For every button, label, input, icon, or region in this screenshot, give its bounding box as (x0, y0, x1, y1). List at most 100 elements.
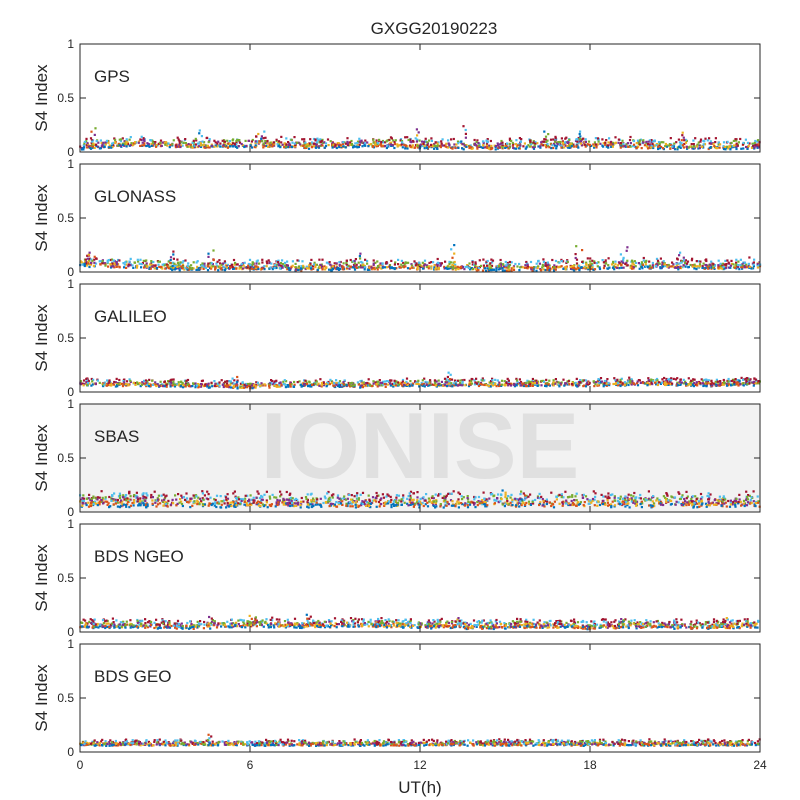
data-point (178, 139, 181, 143)
data-point (211, 263, 214, 266)
data-point (729, 148, 732, 151)
data-point (363, 384, 366, 387)
data-point (328, 261, 331, 264)
data-point (105, 139, 108, 142)
data-point (555, 495, 558, 498)
data-point (236, 386, 239, 389)
data-point (411, 384, 414, 387)
data-point (194, 384, 197, 387)
data-point (144, 379, 148, 382)
data-point (206, 144, 209, 147)
data-point (246, 382, 250, 386)
data-point (685, 504, 688, 507)
data-point (629, 266, 632, 269)
data-point (440, 140, 443, 143)
data-point (754, 143, 757, 146)
data-point (375, 383, 378, 386)
data-point (339, 260, 342, 264)
data-point (318, 141, 321, 144)
data-point (599, 142, 602, 145)
data-point (504, 146, 507, 149)
data-point (382, 380, 385, 383)
data-point (265, 265, 268, 268)
data-point (608, 384, 611, 387)
data-point (93, 258, 96, 261)
data-point (464, 265, 467, 269)
data-point (602, 261, 605, 264)
data-point (204, 146, 207, 149)
data-point (392, 383, 395, 386)
data-point (542, 260, 545, 263)
data-point (473, 138, 476, 142)
data-point (498, 146, 501, 149)
data-point (202, 265, 205, 268)
data-point (727, 147, 730, 150)
data-point (667, 382, 670, 385)
data-point (315, 383, 318, 386)
data-point (453, 244, 456, 247)
data-point (161, 499, 164, 502)
data-point (262, 146, 265, 149)
data-point (226, 146, 229, 149)
data-point (222, 143, 225, 146)
data-point (581, 380, 584, 383)
data-point (319, 497, 322, 500)
data-point (680, 261, 683, 264)
data-point (197, 386, 200, 389)
data-point (481, 383, 484, 386)
data-point (166, 144, 169, 147)
data-point (127, 265, 130, 268)
data-point (414, 380, 417, 383)
data-point (699, 138, 703, 141)
data-point (557, 381, 560, 384)
data-point (508, 265, 511, 268)
data-point (484, 269, 488, 272)
data-point (372, 380, 375, 383)
data-point (358, 143, 361, 146)
data-point (575, 245, 578, 248)
data-point (710, 266, 713, 269)
data-point (126, 141, 129, 144)
data-point (466, 497, 469, 500)
data-point (319, 138, 322, 141)
data-point (397, 258, 400, 261)
data-point (583, 266, 586, 269)
data-point (224, 385, 227, 388)
data-point (428, 139, 431, 142)
data-point (227, 503, 230, 506)
data-point (281, 143, 284, 146)
data-point (437, 379, 440, 382)
data-point (247, 262, 250, 266)
data-point (309, 138, 312, 141)
data-point (446, 375, 449, 379)
data-point (452, 503, 455, 506)
data-point (275, 138, 278, 141)
data-point (406, 382, 409, 385)
data-point (322, 381, 325, 384)
data-point (266, 139, 269, 143)
data-point (376, 265, 380, 268)
data-point (445, 381, 448, 384)
data-point (578, 137, 581, 140)
data-point (289, 385, 292, 388)
data-point (525, 146, 528, 149)
data-point (210, 381, 213, 384)
data-point (362, 263, 365, 266)
data-point (361, 145, 364, 148)
data-point (605, 145, 608, 148)
data-point (277, 144, 280, 147)
data-point (494, 383, 497, 386)
data-point (520, 265, 523, 268)
data-point (640, 261, 643, 264)
data-point (708, 142, 711, 145)
data-point (753, 377, 756, 380)
data-point (742, 143, 745, 146)
data-point (569, 142, 572, 145)
data-point (264, 504, 267, 507)
data-point (577, 136, 580, 140)
data-point (305, 146, 308, 149)
data-point (171, 498, 174, 501)
data-point (418, 385, 421, 388)
data-point (516, 144, 519, 147)
data-point (504, 260, 507, 264)
